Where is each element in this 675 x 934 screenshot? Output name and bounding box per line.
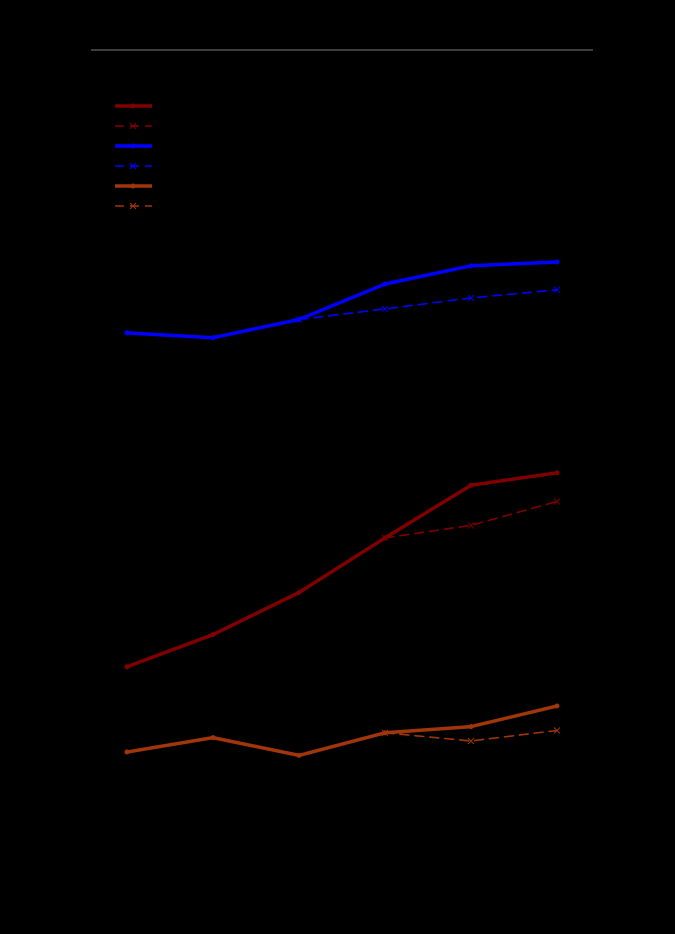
series-layer <box>124 259 561 758</box>
series-line-s4 <box>298 289 558 321</box>
data-point-s3-4 <box>382 281 388 287</box>
series-s5 <box>124 703 560 758</box>
data-point-s2-6 <box>553 498 561 505</box>
series-s1 <box>124 470 560 670</box>
data-point-s3-1 <box>124 330 130 336</box>
data-point-s1-3 <box>296 589 302 595</box>
legend-entry-s3 <box>115 143 152 149</box>
data-point-s1-1 <box>124 664 130 670</box>
legend-marker-s6 <box>129 202 137 210</box>
data-point-s3-2 <box>210 335 216 341</box>
data-point-s4-5 <box>467 294 475 302</box>
series-line-s1 <box>125 471 559 669</box>
series-line-s5 <box>125 704 559 758</box>
legend-marker-s4 <box>129 162 137 170</box>
data-point-s2-4 <box>381 534 389 542</box>
data-point-s6-6 <box>553 727 561 734</box>
data-point-s3-5 <box>468 263 474 269</box>
legend-marker-s2 <box>129 122 137 130</box>
data-point-s4-3 <box>295 316 303 323</box>
series-line-s3 <box>125 260 559 340</box>
legend-entry-s5 <box>115 183 152 189</box>
legend-marker-s3 <box>130 143 136 149</box>
data-point-s1-6 <box>554 470 560 476</box>
series-s6 <box>381 727 561 745</box>
data-point-s2-5 <box>467 522 475 529</box>
data-point-s1-5 <box>468 482 474 488</box>
data-point-s5-2 <box>210 735 216 741</box>
series-s2 <box>381 498 561 542</box>
series-line-s2 <box>384 500 558 539</box>
legend-entry-s1 <box>115 103 152 109</box>
data-point-s5-3 <box>296 752 302 758</box>
data-point-s6-5 <box>467 737 475 745</box>
data-point-s5-5 <box>468 724 474 730</box>
legend-entry-s6 <box>115 202 152 210</box>
data-point-s4-4 <box>381 305 389 313</box>
data-point-s4-6 <box>553 286 561 294</box>
data-point-s1-2 <box>210 632 216 638</box>
legend <box>115 103 152 210</box>
data-point-s5-6 <box>554 703 560 709</box>
data-point-s3-6 <box>554 259 560 265</box>
legend-marker-s1 <box>130 103 136 109</box>
data-point-s5-1 <box>124 749 130 755</box>
series-s4 <box>295 286 561 323</box>
series-line-s6 <box>384 729 558 742</box>
series-s3 <box>124 259 560 341</box>
data-point-s6-4 <box>381 729 389 737</box>
legend-entry-s2 <box>115 122 152 130</box>
legend-marker-s5 <box>130 183 136 189</box>
legend-entry-s4 <box>115 162 152 170</box>
